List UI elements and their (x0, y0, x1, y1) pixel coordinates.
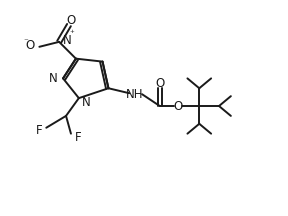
Text: F: F (75, 131, 82, 144)
Text: O: O (155, 77, 164, 90)
Text: O: O (173, 100, 182, 113)
Text: O: O (66, 14, 75, 27)
Text: ⁺: ⁺ (69, 29, 74, 38)
Text: O: O (25, 39, 35, 52)
Text: NH: NH (126, 88, 144, 101)
Text: N: N (48, 72, 57, 85)
Text: N: N (63, 34, 72, 47)
Text: N: N (82, 95, 90, 109)
Text: F: F (36, 124, 42, 137)
Text: ⁻: ⁻ (23, 37, 28, 46)
